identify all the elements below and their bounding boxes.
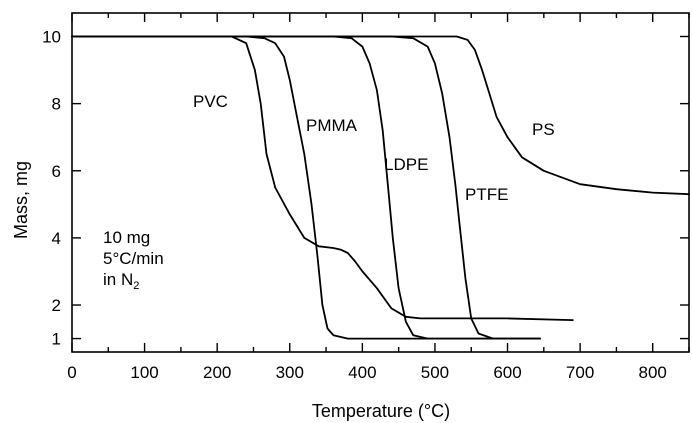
y-tick-label: 8 bbox=[52, 95, 61, 114]
series-line-ps bbox=[71, 35, 690, 196]
x-tick-label: 300 bbox=[276, 363, 304, 382]
y-tick-label: 4 bbox=[52, 229, 61, 248]
annotation-mass: 10 mg bbox=[103, 228, 150, 247]
x-tick-label: 400 bbox=[348, 363, 376, 382]
x-tick-label: 800 bbox=[639, 363, 667, 382]
x-tick-labels: 0 100 200 300 400 500 600 700 800 bbox=[67, 363, 667, 382]
x-axis-title: Temperature (°C) bbox=[312, 401, 450, 421]
y-tick-label: 10 bbox=[42, 27, 61, 46]
x-tick-label: 100 bbox=[130, 363, 158, 382]
series-label-ps: PS bbox=[532, 120, 555, 139]
y-tick-label: 2 bbox=[52, 296, 61, 315]
series-label-pvc: PVC bbox=[193, 92, 228, 111]
x-tick-label: 0 bbox=[67, 363, 76, 382]
x-tick-label: 600 bbox=[493, 363, 521, 382]
plot-frame bbox=[71, 12, 690, 353]
x-tick-label: 700 bbox=[566, 363, 594, 382]
annotation-rate: 5°C/min bbox=[103, 249, 164, 268]
y-axis-title: Mass, mg bbox=[11, 161, 31, 239]
series-label-ldpe: LDPE bbox=[384, 155, 428, 174]
tick-marks bbox=[71, 13, 690, 352]
y-tick-label: 1 bbox=[52, 330, 61, 349]
series-label-ptfe: PTFE bbox=[465, 185, 508, 204]
y-tick-label: 6 bbox=[52, 162, 61, 181]
axes bbox=[71, 12, 690, 353]
y-tick-labels: 1 2 4 6 8 10 bbox=[42, 27, 61, 348]
series-label-pmma: PMMA bbox=[306, 116, 358, 135]
series-line-pvc bbox=[71, 35, 574, 321]
x-tick-label: 200 bbox=[203, 363, 231, 382]
x-tick-label: 500 bbox=[421, 363, 449, 382]
conditions-annotation: 10 mg 5°C/min in N2 bbox=[103, 228, 164, 292]
annotation-atmosphere: in N2 bbox=[103, 270, 139, 292]
series-lines bbox=[71, 35, 690, 340]
series-line-pmma bbox=[71, 35, 542, 340]
